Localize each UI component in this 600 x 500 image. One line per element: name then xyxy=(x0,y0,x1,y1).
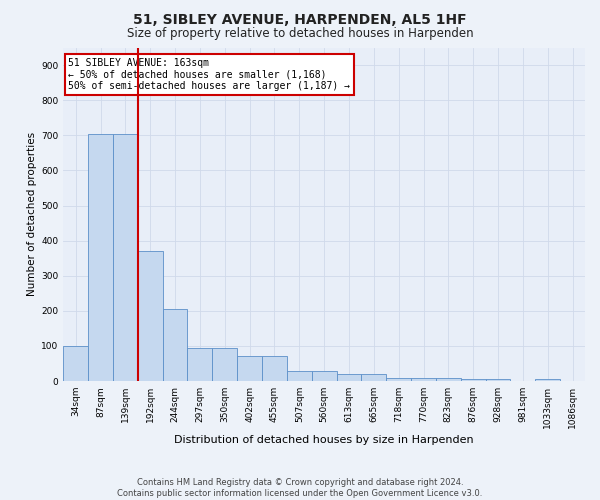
Y-axis label: Number of detached properties: Number of detached properties xyxy=(27,132,37,296)
Bar xyxy=(436,378,461,381)
Bar xyxy=(485,380,511,381)
Bar xyxy=(113,134,138,381)
Bar xyxy=(237,356,262,381)
X-axis label: Distribution of detached houses by size in Harpenden: Distribution of detached houses by size … xyxy=(175,435,474,445)
Text: 51 SIBLEY AVENUE: 163sqm
← 50% of detached houses are smaller (1,168)
50% of sem: 51 SIBLEY AVENUE: 163sqm ← 50% of detach… xyxy=(68,58,350,90)
Bar xyxy=(88,134,113,381)
Bar xyxy=(63,346,88,381)
Text: 51, SIBLEY AVENUE, HARPENDEN, AL5 1HF: 51, SIBLEY AVENUE, HARPENDEN, AL5 1HF xyxy=(133,12,467,26)
Bar xyxy=(262,356,287,381)
Text: Contains HM Land Registry data © Crown copyright and database right 2024.
Contai: Contains HM Land Registry data © Crown c… xyxy=(118,478,482,498)
Bar xyxy=(138,251,163,381)
Bar xyxy=(411,378,436,381)
Bar xyxy=(535,380,560,381)
Bar xyxy=(461,380,485,381)
Text: Size of property relative to detached houses in Harpenden: Size of property relative to detached ho… xyxy=(127,28,473,40)
Bar xyxy=(361,374,386,381)
Bar xyxy=(312,370,337,381)
Bar xyxy=(163,309,187,381)
Bar xyxy=(187,348,212,381)
Bar xyxy=(386,378,411,381)
Bar xyxy=(337,374,361,381)
Bar xyxy=(287,370,312,381)
Bar xyxy=(212,348,237,381)
